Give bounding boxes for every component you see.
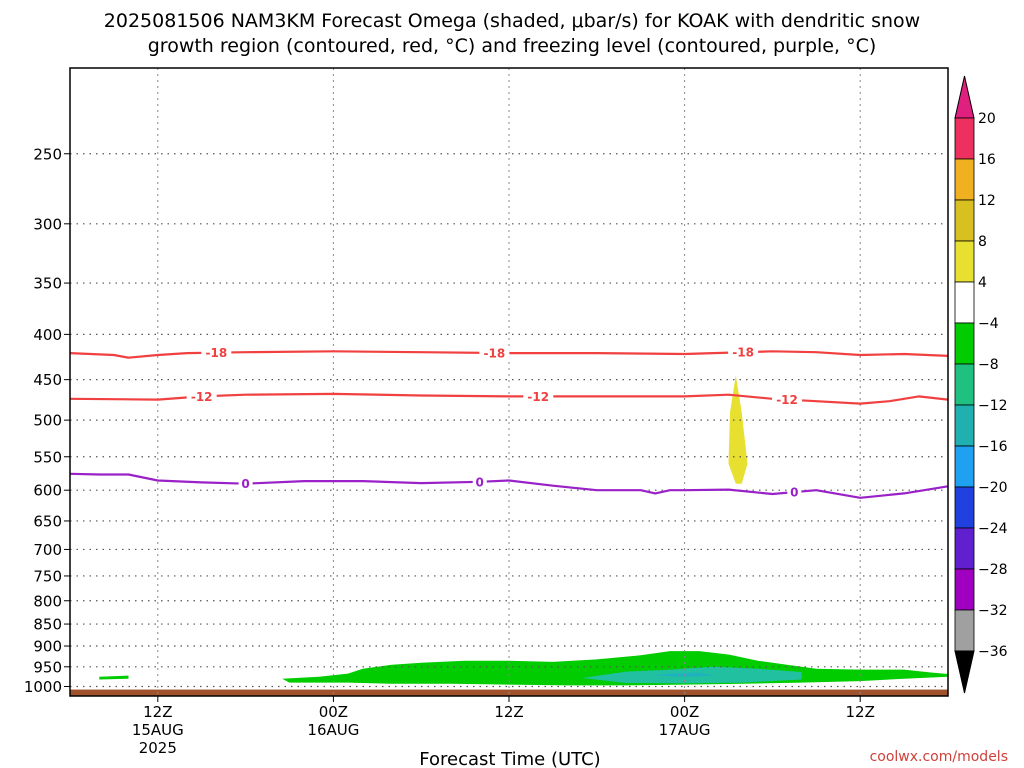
- colorbar-label-13: −36: [978, 644, 1008, 660]
- contour-label-0-0: -18: [205, 346, 227, 360]
- colorbar-swatch-12: [954, 609, 975, 652]
- x-tick-label-18-1: 16AUG: [307, 721, 359, 739]
- y-tick-label-500: 500: [33, 412, 62, 430]
- colorbar-label-9: −20: [978, 480, 1008, 496]
- colorbar-swatch-5: [954, 322, 975, 365]
- contour-label-bg-1-1: [523, 389, 554, 404]
- colorbar-swatch-3: [954, 240, 975, 283]
- y-tick-label-900: 900: [33, 638, 62, 656]
- contour-label-bg-0-2: [728, 345, 759, 360]
- colorbar-swatch-1: [954, 158, 975, 201]
- contour-label-2-2: 0: [790, 486, 798, 500]
- contour-label-bg-0-0: [201, 345, 232, 360]
- y-tick-label-450: 450: [33, 371, 62, 389]
- colorbar-label-2: 12: [978, 193, 996, 209]
- colorbar-swatch-9: [954, 486, 975, 529]
- colorbar-swatch-2: [954, 199, 975, 242]
- colorbar-label-5: −4: [978, 316, 999, 332]
- shaded-region-0-1: [99, 675, 129, 680]
- contour-label-bg-0-1: [479, 345, 510, 360]
- x-tick-label-6-1: 15AUG: [132, 721, 184, 739]
- colorbar-label-6: −8: [978, 357, 999, 373]
- colorbar-swatch-7: [954, 404, 975, 447]
- axes: 250 300 350 400 450 500 550 600 650 700 750 800 850 9…: [24, 67, 949, 757]
- contour-label-1-2: -12: [776, 393, 798, 407]
- colorbar-label-3: 8: [978, 234, 987, 250]
- contour-line-0-2: [70, 472, 948, 499]
- colorbar-label-0: 20: [978, 111, 996, 127]
- y-tick-label-350: 350: [33, 275, 62, 293]
- plot-area: -18 -18 -18 -12 -12 -12 0 0 0: [70, 68, 948, 696]
- contour-label-0-2: -18: [732, 346, 754, 360]
- x-tick-label-6-0: 12Z: [143, 703, 172, 721]
- contour-label-2-1: 0: [476, 475, 484, 489]
- y-tick-label-400: 400: [33, 326, 62, 344]
- contour-label-0-1: -18: [484, 346, 506, 360]
- x-tick-label-18-0: 00Z: [319, 703, 348, 721]
- shaded-region-3-0: [728, 375, 748, 484]
- credit-text: coolwx.com/models: [870, 749, 1008, 765]
- colorbar-top-arrow: [954, 75, 975, 119]
- y-tick-label-650: 650: [33, 512, 62, 530]
- contour-label-bg-2-0: [238, 476, 253, 491]
- contour-line-m18-0: [70, 350, 948, 359]
- y-tick-label-250: 250: [33, 145, 62, 163]
- x-tick-label-6-2: 2025: [139, 739, 177, 757]
- colorbar-label-12: −32: [978, 603, 1008, 619]
- contour-label-bg-1-0: [186, 389, 217, 404]
- y-tick-label-300: 300: [33, 215, 62, 233]
- colorbar-bottom-arrow: [954, 650, 975, 694]
- colorbar: 20 16 12 8 4 −4 −8 −12 −16 −20 −24 −28 −32 −36: [954, 75, 1008, 694]
- contour-label-bg-2-2: [787, 485, 802, 500]
- y-tick-label-750: 750: [33, 567, 62, 585]
- colorbar-swatch-8: [954, 445, 975, 488]
- colorbar-swatch-6: [954, 363, 975, 406]
- x-tick-label-30-0: 12Z: [494, 703, 523, 721]
- contour-label-bg-1-2: [772, 392, 803, 407]
- x-axis-label: Forecast Time (UTC): [419, 749, 600, 768]
- y-tick-label-800: 800: [33, 592, 62, 610]
- colorbar-swatch-4: [954, 281, 975, 324]
- colorbar-label-7: −12: [978, 398, 1008, 414]
- y-tick-label-550: 550: [33, 448, 62, 466]
- colorbar-swatch-0: [954, 117, 975, 160]
- x-tick-label-54-0: 12Z: [846, 703, 875, 721]
- y-tick-label-700: 700: [33, 541, 62, 559]
- contour-label-1-0: -12: [191, 390, 213, 404]
- colorbar-label-8: −16: [978, 439, 1008, 455]
- colorbar-swatch-10: [954, 527, 975, 570]
- y-tick-label-1000: 1000: [24, 678, 62, 696]
- x-tick-label-42-0: 00Z: [670, 703, 699, 721]
- contour-line-m12-1: [70, 392, 948, 405]
- chart-title-line1: 2025081506 NAM3KM Forecast Omega (shaded…: [104, 10, 920, 32]
- contour-label-1-1: -12: [527, 390, 549, 404]
- chart-title-line2: growth region (contoured, red, °C) and f…: [148, 35, 877, 57]
- y-tick-label-950: 950: [33, 658, 62, 676]
- colorbar-label-1: 16: [978, 152, 996, 168]
- colorbar-label-4: 4: [978, 275, 987, 291]
- colorbar-label-10: −24: [978, 521, 1008, 537]
- y-tick-label-600: 600: [33, 482, 62, 500]
- x-tick-label-42-1: 17AUG: [659, 721, 711, 739]
- contour-label-2-0: 0: [241, 477, 249, 491]
- contour-label-bg-2-1: [472, 474, 487, 489]
- colorbar-label-11: −28: [978, 562, 1008, 578]
- y-tick-label-850: 850: [33, 616, 62, 634]
- colorbar-swatch-11: [954, 568, 975, 611]
